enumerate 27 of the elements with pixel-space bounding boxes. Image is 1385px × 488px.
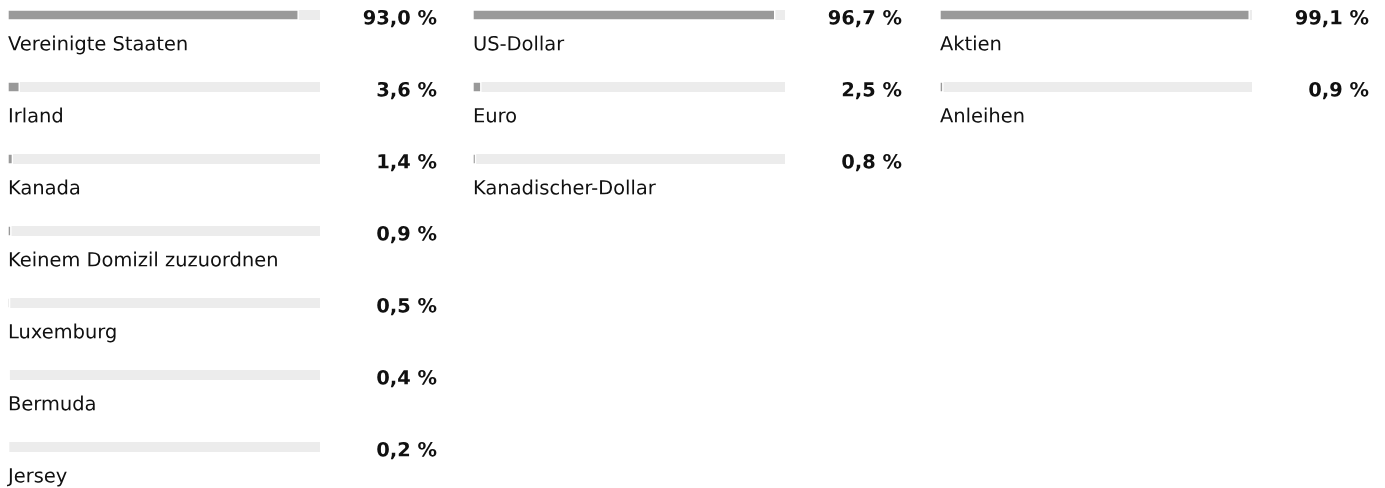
data-label: 0,9 %: [1309, 81, 1369, 100]
data-label: 0,2 %: [377, 441, 437, 460]
data-label: 99,1 %: [1295, 9, 1369, 28]
data-label: 0,4 %: [377, 369, 437, 388]
bar: [8, 81, 20, 93]
bar: [8, 225, 12, 237]
y-tick-label: Aktien: [940, 35, 1001, 51]
data-label: 2,5 %: [842, 81, 902, 100]
y-tick-label: Luxemburg: [9, 323, 116, 343]
data-label: 93,0 %: [363, 9, 437, 28]
data-label: 0,5 %: [377, 297, 437, 316]
y-tick-label: Vereinigte Staaten: [8, 35, 187, 55]
data-label: 3,6 %: [377, 81, 437, 100]
bar: [8, 153, 14, 165]
y-tick-label: Jersey: [6, 468, 67, 487]
data-label: 0,9 %: [377, 225, 437, 244]
data-label: 96,7 %: [828, 9, 902, 28]
y-tick-label: Kanadischer-Dollar: [474, 179, 656, 195]
y-tick-label: Euro: [474, 108, 516, 123]
y-tick-label: Kanada: [9, 179, 80, 195]
y-tick-label: Bermuda: [9, 395, 95, 411]
data-label: 1,4 %: [378, 153, 437, 172]
y-tick-label: Irland: [9, 107, 62, 123]
y-tick-label: Anleihen: [940, 107, 1024, 123]
y-tick-label: Keinem Domizil zuzuordnen: [9, 251, 277, 267]
data-label: 0,8 %: [842, 153, 902, 172]
y-tick-label: US-Dollar: [474, 35, 565, 51]
